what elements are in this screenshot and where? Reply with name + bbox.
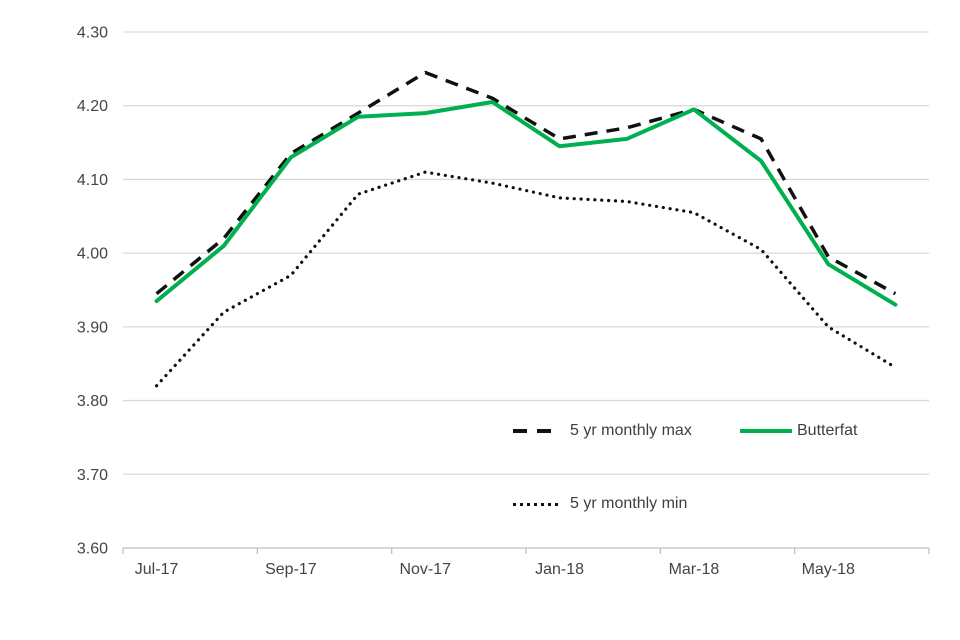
series-line-5-yr-monthly-min — [155, 170, 898, 388]
x-axis-label: Jul-17 — [135, 561, 179, 578]
y-axis-label: 3.90 — [77, 319, 108, 336]
legend-label-max: 5 yr monthly max — [570, 422, 692, 439]
x-axis-label: May-18 — [802, 561, 855, 578]
y-axis-label: 4.20 — [77, 98, 108, 115]
legend-item-butterfat: Butterfat — [740, 422, 857, 440]
y-axis-label: 3.60 — [77, 541, 108, 558]
y-axis-label: 3.70 — [77, 467, 108, 484]
legend-item-5yr-monthly-max: 5 yr monthly max — [513, 422, 692, 440]
legend-label-butterfat: Butterfat — [797, 422, 858, 439]
series-line-5-yr-monthly-max — [155, 70, 897, 296]
dashed-line-swatch-icon — [513, 429, 555, 433]
legend-item-5yr-monthly-min: 5 yr monthly min — [513, 495, 687, 513]
series-line-butterfat — [154, 100, 898, 307]
dotted-line-swatch-icon — [513, 502, 561, 506]
y-axis-label: 4.10 — [77, 172, 108, 189]
y-axis-label: 4.00 — [77, 246, 108, 263]
x-axis-label: Sep-17 — [265, 561, 317, 578]
x-axis-label: Mar-18 — [669, 561, 720, 578]
legend-label-min: 5 yr monthly min — [570, 495, 688, 512]
x-axis-label: Nov-17 — [399, 561, 451, 578]
x-axis-label: Jan-18 — [535, 561, 584, 578]
y-axis-label: 4.30 — [77, 25, 108, 42]
solid-line-swatch-icon — [740, 429, 792, 433]
y-axis-label: 3.80 — [77, 393, 108, 410]
